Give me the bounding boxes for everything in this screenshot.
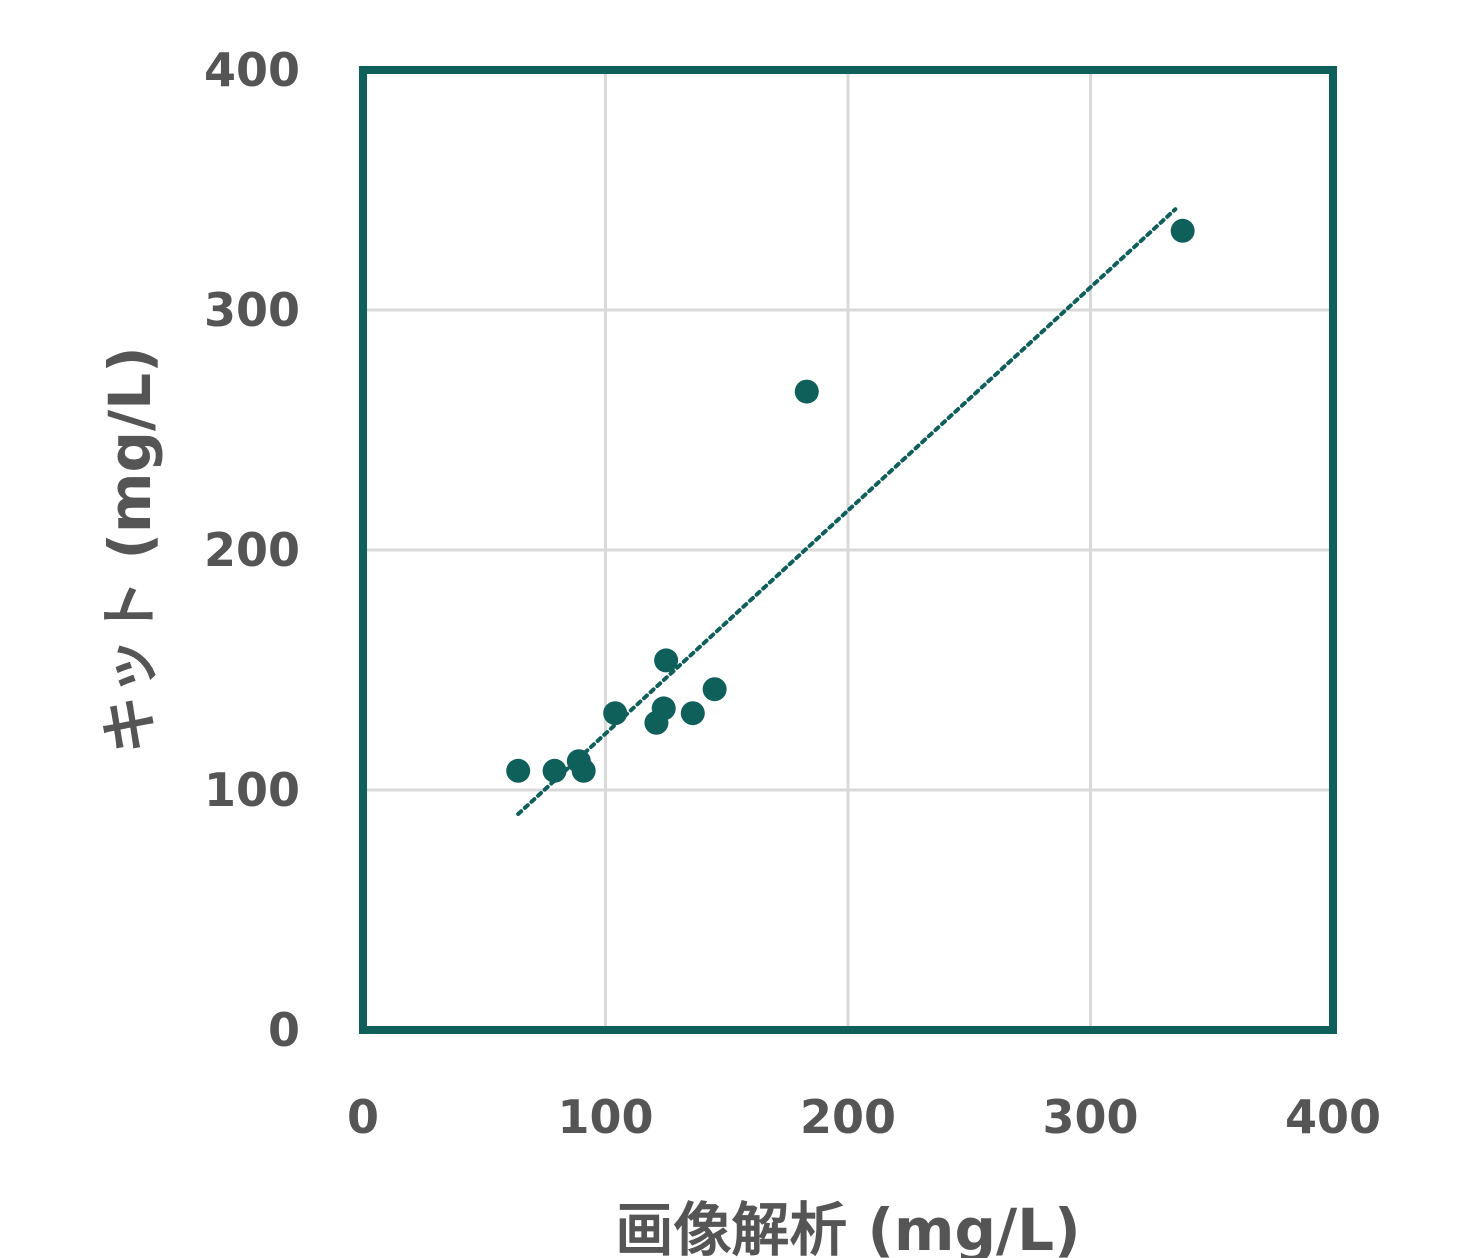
y-tick-label: 100 (204, 763, 300, 817)
x-tick-label: 0 (347, 1090, 379, 1144)
data-point (542, 758, 567, 783)
data-points (506, 218, 1195, 783)
data-point (794, 379, 819, 404)
x-tick-label: 100 (557, 1090, 653, 1144)
y-tick-label: 200 (204, 523, 300, 577)
data-point (603, 701, 628, 726)
plot-frame (359, 66, 1337, 1034)
data-point (651, 696, 676, 721)
data-point (506, 758, 531, 783)
x-axis-label: 画像解析 (mg/L) (615, 1196, 1080, 1258)
y-tick-labels: 0 100 200 300 400 (204, 43, 300, 1057)
data-point (680, 701, 705, 726)
x-tick-label: 200 (800, 1090, 896, 1144)
data-point (654, 648, 679, 673)
y-tick-label: 300 (204, 283, 300, 337)
x-tick-labels: 0 100 200 300 400 (347, 1090, 1381, 1144)
data-point (1170, 218, 1195, 243)
y-tick-label: 0 (268, 1003, 300, 1057)
data-point (571, 758, 596, 783)
y-tick-label: 400 (204, 43, 300, 97)
y-axis-label: キット (mg/L) (96, 346, 164, 753)
data-point (702, 677, 727, 702)
trendline (516, 207, 1178, 816)
gridlines (363, 70, 1333, 1030)
x-tick-label: 400 (1285, 1090, 1381, 1144)
x-tick-label: 300 (1042, 1090, 1138, 1144)
